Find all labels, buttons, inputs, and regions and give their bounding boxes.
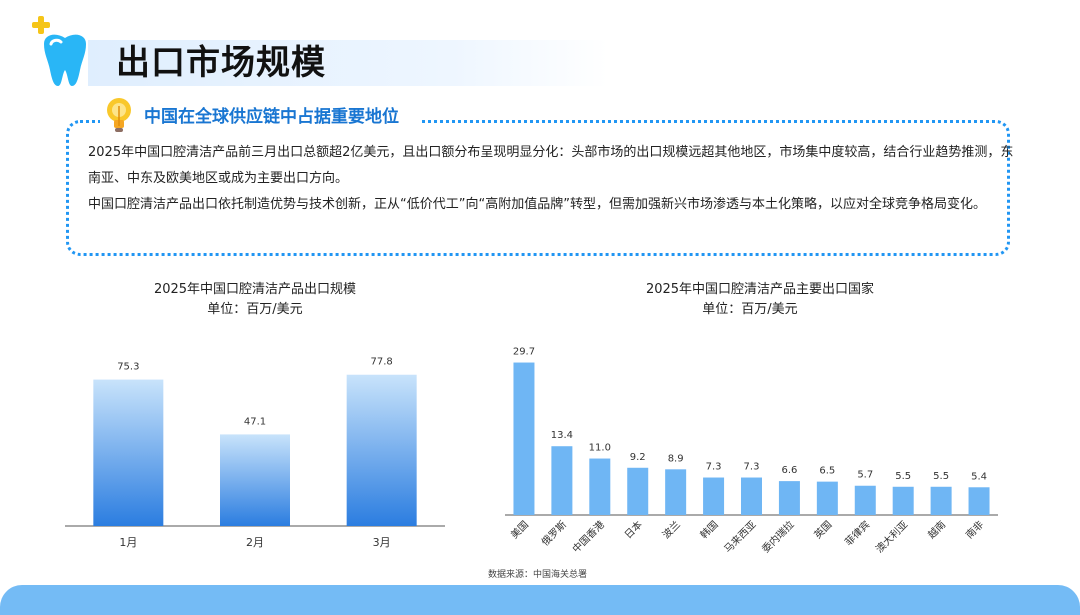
export-country-chart: 29.7 美国 13.4 俄罗斯 11.0 中国香港 9.2 日本 8.9 波兰 7.3 韩国 7.3 马…	[505, 347, 998, 556]
chart1-bar	[93, 379, 164, 526]
chart2-bar	[892, 486, 914, 515]
chart2-bar	[930, 486, 952, 515]
chart2-category-label: 波兰	[659, 518, 682, 541]
chart2-category-label: 越南	[925, 518, 948, 541]
chart2-bar	[703, 477, 725, 515]
data-source: 数据来源：中国海关总署	[488, 570, 588, 580]
chart2-value-label: 9.2	[630, 452, 646, 463]
monthly-export-chart: 75.3 1月 47.1 2月 77.8 3月	[65, 357, 445, 549]
chart2-title: 2025年中国口腔清洁产品主要出口国家	[645, 282, 875, 297]
chart2-value-label: 5.5	[895, 471, 911, 482]
chart1-category-label: 3月	[373, 536, 391, 549]
highlight-paragraph-2: 中国口腔清洁产品出口依托制造优势与技术创新，正从“低价代工”向“高附加值品牌”转…	[88, 197, 986, 212]
chart2-category-label: 俄罗斯	[539, 518, 569, 548]
chart2-value-label: 13.4	[551, 430, 573, 441]
chart1-value-label: 47.1	[244, 416, 266, 427]
plus-icon	[32, 16, 50, 34]
chart2-bar	[665, 469, 687, 515]
chart1-bar	[346, 374, 417, 526]
chart2-value-label: 5.7	[857, 470, 873, 481]
chart2-category-label: 美国	[508, 518, 531, 541]
chart2-category-label: 中国香港	[569, 518, 606, 555]
chart2-value-label: 7.3	[706, 462, 722, 473]
chart2-bar	[551, 446, 573, 515]
highlight-box	[66, 120, 1010, 256]
highlight-heading-background	[100, 96, 420, 136]
chart2-bar	[816, 481, 838, 515]
chart2-category-label: 英国	[811, 518, 834, 541]
chart2-value-label: 11.0	[589, 443, 611, 454]
chart2-value-label: 5.5	[933, 471, 949, 482]
chart2-bar	[589, 458, 611, 515]
chart2-category-label: 委内瑞拉	[759, 518, 796, 555]
chart2-bar	[627, 467, 649, 515]
chart1-value-label: 75.3	[117, 362, 139, 373]
chart2-bar	[741, 477, 762, 515]
chart2-category-label: 澳大利亚	[873, 518, 910, 555]
chart2-category-label: 菲律宾	[842, 518, 872, 548]
chart2-value-label: 8.9	[668, 453, 684, 464]
chart2-value-label: 7.3	[744, 462, 760, 473]
page-title: 出口市场规模	[116, 43, 326, 83]
footer-bar	[0, 585, 1080, 615]
chart2-value-label: 6.5	[819, 466, 835, 477]
chart2-bar	[854, 485, 876, 515]
chart2-bar	[513, 362, 535, 515]
title-band	[88, 40, 608, 86]
chart2-value-label: 29.7	[513, 347, 535, 358]
chart2-category-label: 马来西亚	[722, 519, 759, 556]
chart1-value-label: 77.8	[371, 357, 393, 368]
chart2-subtitle: 单位：百万/美元	[702, 302, 798, 317]
chart1-title: 2025年中国口腔清洁产品出口规模	[153, 282, 357, 297]
chart2-bar	[968, 487, 990, 515]
chart2-bar	[778, 481, 800, 515]
chart2-category-label: 韩国	[697, 518, 720, 541]
chart1-category-label: 2月	[246, 536, 264, 549]
chart2-category-label: 南非	[963, 518, 986, 541]
chart2-value-label: 6.6	[781, 465, 797, 476]
tooth-icon	[44, 34, 86, 86]
highlight-paragraph-1: 2025年中国口腔清洁产品前三月出口总额超2亿美元，且出口额分布呈现明显分化：头…	[88, 145, 1014, 186]
lightbulb-icon	[107, 98, 131, 132]
chart1-category-label: 1月	[119, 536, 137, 549]
chart1-bar	[220, 434, 290, 526]
chart2-category-label: 日本	[622, 518, 645, 541]
chart1-subtitle: 单位：百万/美元	[207, 302, 303, 317]
highlight-heading: 中国在全球供应链中占据重要地位	[144, 107, 399, 127]
chart2-value-label: 5.4	[971, 471, 987, 482]
